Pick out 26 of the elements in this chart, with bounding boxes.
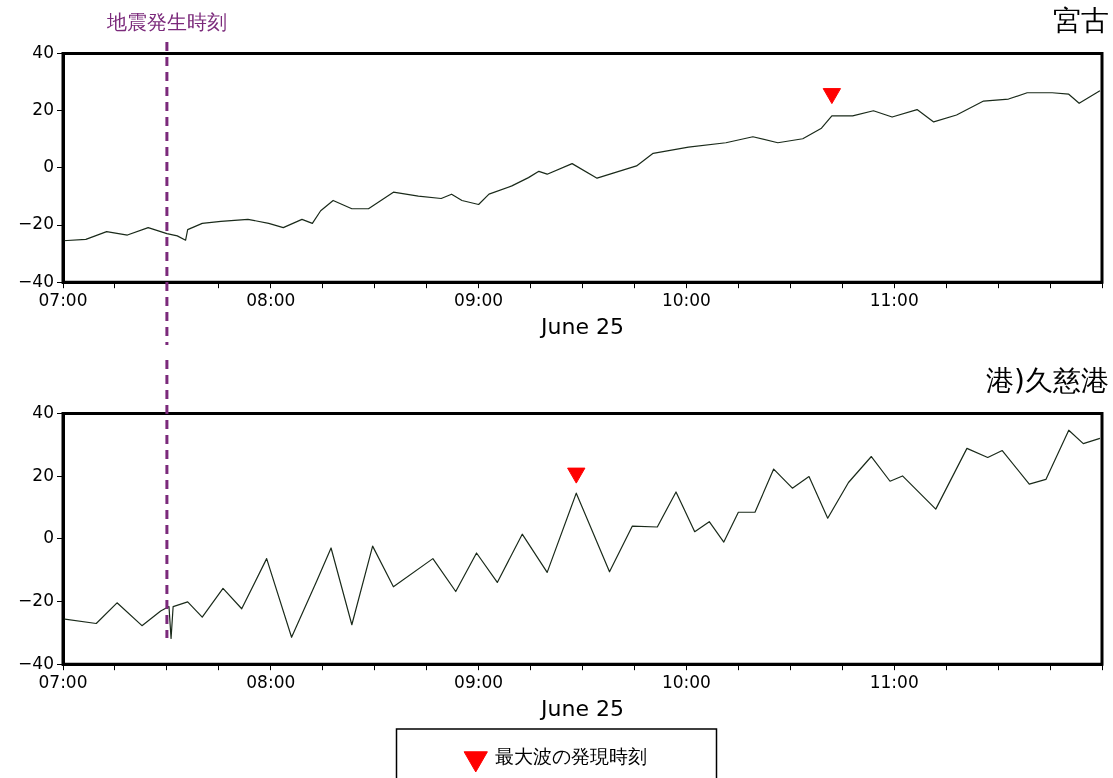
y-tick-label: −20 [18,213,54,234]
y-tick-label: −40 [18,270,54,291]
x-tick-label: 11:00 [869,671,919,692]
y-tick-label: 20 [32,464,54,485]
y-tick-label: −40 [18,652,54,673]
ref-line-label: 地震発生時刻 [105,10,227,35]
y-tick-label: 40 [32,402,54,423]
y-tick-label: 20 [32,99,54,120]
legend-label: 最大波の発現時刻 [494,745,647,768]
chart-title: 宮古 [1053,4,1109,38]
x-tick-label: 09:00 [454,289,504,310]
y-tick-label: 0 [43,156,54,177]
x-axis-title: June 25 [539,313,624,339]
x-tick-label: 10:00 [661,289,711,310]
x-tick-label: 08:00 [246,671,296,692]
x-axis-title: June 25 [539,695,624,721]
y-tick-label: 40 [32,42,54,63]
x-tick-label: 09:00 [454,671,504,692]
x-tick-label: 07:00 [38,289,88,310]
x-tick-label: 11:00 [869,289,919,310]
y-tick-label: 0 [43,527,54,548]
x-tick-label: 10:00 [661,671,711,692]
x-tick-label: 07:00 [38,671,88,692]
x-tick-label: 08:00 [246,289,296,310]
chart-title: 港)久慈港 [986,364,1109,398]
y-tick-label: −20 [18,589,54,610]
